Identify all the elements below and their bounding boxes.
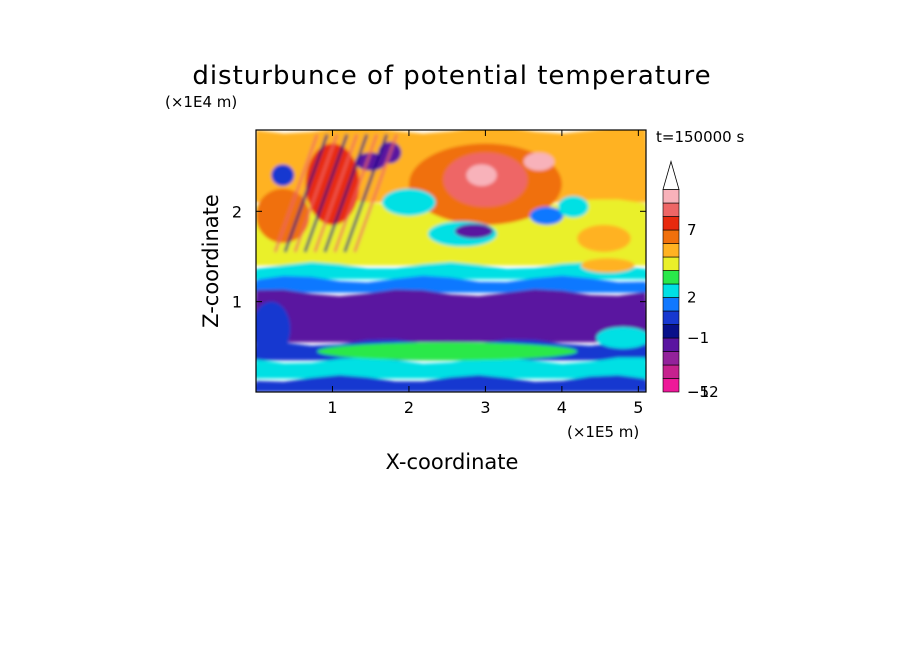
y-tick-label: 1 xyxy=(232,293,242,312)
y-axis: 12 xyxy=(232,202,646,312)
chart-title: disturbunce of potential temperature xyxy=(192,61,711,91)
plot-area xyxy=(255,129,647,393)
colorbar-bin xyxy=(662,270,680,285)
colorbar-bin xyxy=(662,189,680,204)
field-band xyxy=(256,262,646,280)
wave-streak xyxy=(353,134,399,253)
x-tick-label: 4 xyxy=(557,398,567,417)
colorbar-bin xyxy=(662,337,680,352)
colorbar-bin xyxy=(662,324,680,339)
y-unit-label: (×1E4 m) xyxy=(165,93,237,111)
colorbar-bin xyxy=(662,216,680,231)
x-axis: 1 2 3 4 5 xyxy=(327,130,643,417)
field-cell xyxy=(256,301,291,356)
x-unit-label: (×1E5 m) xyxy=(567,423,639,441)
colorbar-bin xyxy=(662,378,680,393)
field-cell xyxy=(317,342,578,361)
wave-streak xyxy=(303,134,349,253)
colorbar-label: 2 xyxy=(687,289,697,307)
plot-frame xyxy=(255,129,647,393)
field-cell xyxy=(596,326,646,349)
field-band xyxy=(256,357,646,379)
colorbar-bin xyxy=(662,243,680,258)
y-tick-label: 2 xyxy=(232,202,242,221)
x-tick-label: 3 xyxy=(480,398,490,417)
contour-field xyxy=(256,130,646,392)
x-tick-label: 2 xyxy=(404,398,414,417)
field-cell xyxy=(523,152,555,171)
field-cell xyxy=(256,188,310,243)
colorbar-bin xyxy=(662,256,680,271)
wave-streak xyxy=(273,134,319,253)
colorbar-label: −5 xyxy=(687,383,709,401)
wave-streak xyxy=(333,134,379,253)
field-cell xyxy=(382,188,436,216)
field-cell xyxy=(305,143,360,225)
field-band xyxy=(256,375,646,392)
colorbar-label: −1 xyxy=(687,329,709,347)
wave-streak xyxy=(293,134,339,253)
colorbar-bin xyxy=(662,229,680,244)
colorbar-bin xyxy=(662,310,680,325)
y-axis-title: Z-coordinate xyxy=(199,194,223,328)
x-axis-title: X-coordinate xyxy=(386,450,519,474)
field-cell xyxy=(558,195,589,218)
wave-streak xyxy=(283,134,329,253)
colorbar-label: −12 xyxy=(687,383,719,401)
colorbar-extend-arrow xyxy=(662,160,680,190)
colorbar-bin xyxy=(662,283,680,298)
field-cell xyxy=(271,164,295,187)
colorbar-bin xyxy=(662,202,680,217)
wave-streak xyxy=(343,134,389,253)
colorbar-bin xyxy=(662,364,680,379)
colorbar: 7 2 −1 −5−12 xyxy=(662,160,719,401)
field-cell xyxy=(581,258,635,273)
field-cell xyxy=(466,164,497,187)
wave-streak xyxy=(313,134,359,253)
colorbar-bin xyxy=(662,297,680,312)
x-tick-label: 5 xyxy=(633,398,643,417)
field-band xyxy=(256,289,646,343)
colorbar-bin xyxy=(662,351,680,366)
time-annotation: t=150000 s xyxy=(656,128,744,146)
colorbar-label: 7 xyxy=(687,221,697,239)
wave-streak xyxy=(323,134,369,253)
field-shapes xyxy=(256,130,646,392)
x-tick-label: 1 xyxy=(327,398,337,417)
field-band xyxy=(256,275,646,293)
field-cell xyxy=(577,224,631,252)
field-cell xyxy=(454,223,494,239)
field-cell xyxy=(529,206,564,225)
